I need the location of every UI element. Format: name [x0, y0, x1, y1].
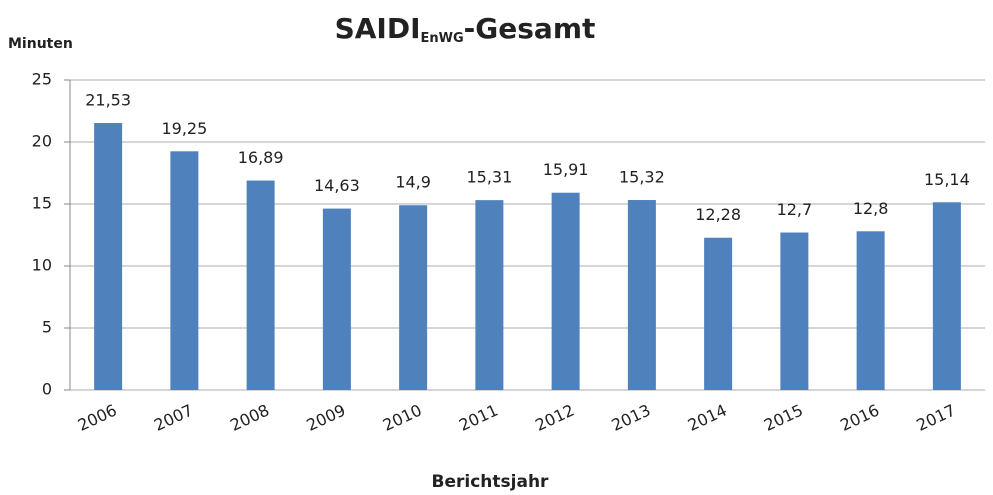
bar — [627, 200, 656, 390]
x-tick-label: 2008 — [227, 400, 272, 434]
bar — [322, 208, 351, 390]
y-tick-label: 15 — [32, 194, 52, 213]
bar — [246, 180, 275, 390]
x-tick-label: 2010 — [380, 400, 425, 434]
bar — [932, 202, 961, 390]
bar — [475, 200, 504, 390]
x-tick-label: 2007 — [151, 400, 196, 434]
value-label: 15,14 — [924, 170, 970, 189]
value-label: 12,7 — [777, 200, 813, 219]
x-axis-label: Berichtsjahr — [432, 472, 550, 492]
value-label: 19,25 — [161, 119, 207, 138]
x-tick-label: 2009 — [304, 400, 349, 434]
x-tick-label: 2012 — [532, 400, 577, 434]
value-label: 21,53 — [85, 91, 131, 110]
bar — [399, 205, 428, 390]
x-tick-label: 2013 — [609, 400, 654, 434]
title-subscript: EnWG — [421, 31, 464, 46]
x-tick-label: 2017 — [914, 400, 959, 434]
value-label: 15,31 — [466, 168, 512, 187]
bar — [856, 231, 885, 390]
value-label: 14,63 — [314, 176, 360, 195]
x-tick-label: 2015 — [761, 400, 806, 434]
x-tick-label: 2014 — [685, 400, 730, 434]
x-tick-label: 2006 — [75, 400, 120, 434]
chart-title: SAIDIEnWG-Gesamt — [335, 12, 596, 46]
x-tick-label: 2011 — [456, 400, 501, 434]
title-main: SAIDI — [335, 12, 421, 45]
value-label: 12,28 — [695, 205, 741, 224]
value-label: 15,91 — [543, 160, 589, 179]
value-label: 12,8 — [853, 199, 889, 218]
bar — [170, 151, 199, 390]
y-tick-label: 0 — [42, 380, 52, 399]
x-tick-label: 2016 — [837, 400, 882, 434]
title-suffix: -Gesamt — [464, 12, 596, 45]
y-tick-label: 10 — [32, 256, 52, 275]
y-tick-label: 5 — [42, 318, 52, 337]
y-tick-label: 25 — [32, 70, 52, 89]
value-label: 16,89 — [238, 148, 284, 167]
bar — [94, 123, 123, 390]
y-tick-label: 20 — [32, 132, 52, 151]
bar — [780, 232, 809, 390]
bar — [551, 192, 580, 390]
value-label: 14,9 — [395, 173, 431, 192]
bar — [704, 237, 733, 390]
value-label: 15,32 — [619, 168, 665, 187]
y-axis-label: Minuten — [8, 36, 73, 52]
